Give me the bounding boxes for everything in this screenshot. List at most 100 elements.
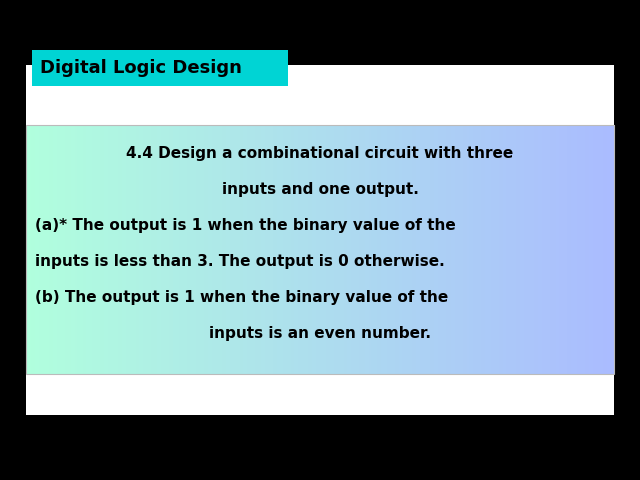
Bar: [193, 125, 195, 374]
Bar: [259, 125, 262, 374]
Bar: [611, 125, 612, 374]
Bar: [353, 125, 356, 374]
Bar: [304, 125, 307, 374]
Bar: [581, 125, 583, 374]
Bar: [167, 125, 169, 374]
Bar: [326, 125, 328, 374]
Bar: [491, 125, 493, 374]
Bar: [463, 125, 465, 374]
Bar: [108, 125, 110, 374]
Bar: [51, 125, 53, 374]
Bar: [318, 125, 321, 374]
Bar: [361, 125, 364, 374]
Bar: [47, 125, 49, 374]
Bar: [29, 125, 32, 374]
Bar: [428, 125, 430, 374]
Bar: [387, 125, 389, 374]
Bar: [485, 125, 487, 374]
Bar: [28, 125, 30, 374]
Bar: [186, 125, 189, 374]
Bar: [226, 125, 228, 374]
Bar: [163, 125, 165, 374]
Bar: [357, 125, 360, 374]
Bar: [595, 125, 597, 374]
Bar: [32, 50, 288, 86]
Bar: [404, 125, 406, 374]
Bar: [198, 125, 200, 374]
Bar: [26, 125, 28, 374]
Bar: [330, 125, 332, 374]
Bar: [37, 125, 40, 374]
Bar: [84, 125, 87, 374]
Bar: [497, 125, 499, 374]
Bar: [179, 125, 181, 374]
Bar: [554, 125, 556, 374]
Bar: [422, 125, 424, 374]
Bar: [556, 125, 558, 374]
Bar: [508, 125, 511, 374]
Bar: [49, 125, 51, 374]
Bar: [96, 125, 99, 374]
Bar: [359, 125, 362, 374]
Bar: [420, 125, 422, 374]
Bar: [114, 125, 116, 374]
Bar: [589, 125, 591, 374]
Bar: [130, 125, 132, 374]
Bar: [292, 125, 295, 374]
Bar: [204, 125, 207, 374]
Bar: [506, 125, 509, 374]
Bar: [298, 125, 301, 374]
Text: 4.4 Design a combinational circuit with three: 4.4 Design a combinational circuit with …: [126, 146, 514, 161]
Bar: [445, 125, 448, 374]
Bar: [237, 125, 240, 374]
Bar: [31, 125, 34, 374]
Bar: [241, 125, 244, 374]
Bar: [79, 125, 81, 374]
Bar: [302, 125, 305, 374]
Bar: [436, 125, 438, 374]
Bar: [184, 125, 187, 374]
Bar: [540, 125, 542, 374]
Bar: [324, 125, 326, 374]
Bar: [563, 125, 566, 374]
Bar: [526, 125, 529, 374]
Bar: [77, 125, 79, 374]
Bar: [575, 125, 577, 374]
Bar: [175, 125, 177, 374]
Bar: [340, 125, 342, 374]
Bar: [275, 125, 277, 374]
Bar: [314, 125, 316, 374]
Bar: [601, 125, 603, 374]
Bar: [122, 125, 124, 374]
Bar: [412, 125, 415, 374]
Bar: [465, 125, 468, 374]
Bar: [118, 125, 120, 374]
Bar: [328, 125, 330, 374]
Bar: [456, 125, 458, 374]
Bar: [281, 125, 283, 374]
Bar: [265, 125, 268, 374]
Bar: [379, 125, 381, 374]
Text: (b) The output is 1 when the binary value of the: (b) The output is 1 when the binary valu…: [35, 290, 449, 305]
Text: (a)* The output is 1 when the binary value of the: (a)* The output is 1 when the binary val…: [35, 218, 456, 233]
Bar: [110, 125, 112, 374]
Bar: [222, 125, 224, 374]
Bar: [100, 125, 102, 374]
Bar: [224, 125, 226, 374]
Text: inputs is an even number.: inputs is an even number.: [209, 326, 431, 341]
Bar: [557, 125, 560, 374]
Bar: [406, 125, 409, 374]
Bar: [263, 125, 266, 374]
Bar: [442, 125, 444, 374]
Bar: [434, 125, 436, 374]
Bar: [408, 125, 411, 374]
Bar: [418, 125, 420, 374]
Bar: [127, 125, 130, 374]
Bar: [567, 125, 570, 374]
Bar: [81, 125, 83, 374]
Bar: [596, 125, 599, 374]
Bar: [177, 125, 179, 374]
Bar: [182, 125, 185, 374]
Bar: [68, 125, 71, 374]
Bar: [473, 125, 476, 374]
